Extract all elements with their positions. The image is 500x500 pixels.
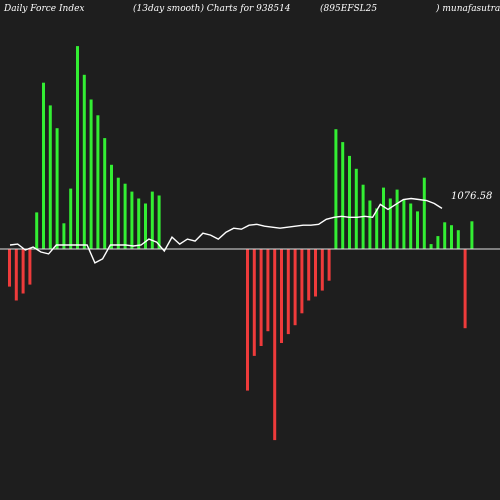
force-bar xyxy=(8,249,11,287)
force-bar xyxy=(320,249,324,291)
site-label: ) munafasutra.in xyxy=(435,3,500,14)
force-bar xyxy=(130,191,134,249)
force-bar xyxy=(144,203,147,249)
title-mid: (13day smooth) Charts for 938514 xyxy=(133,3,291,14)
force-bar xyxy=(123,183,127,249)
force-bar xyxy=(69,188,73,249)
force-bar xyxy=(42,82,45,249)
force-bar xyxy=(416,211,419,249)
force-bar xyxy=(341,142,345,249)
symbol-label: (895EFSL25 xyxy=(320,3,377,14)
force-bar xyxy=(110,164,113,249)
force-bar xyxy=(48,105,52,250)
force-bar xyxy=(21,249,25,294)
force-bar xyxy=(150,191,154,249)
force-bar xyxy=(382,187,385,249)
force-bar xyxy=(89,99,93,249)
force-bar xyxy=(55,128,59,249)
force-bar xyxy=(375,208,379,249)
force-bar xyxy=(259,249,263,346)
force-bar xyxy=(307,249,311,301)
force-bar xyxy=(314,249,317,297)
force-bar xyxy=(280,249,283,343)
force-bar xyxy=(35,212,39,249)
force-bar xyxy=(395,189,399,249)
force-bar xyxy=(76,46,79,249)
bars-group xyxy=(8,46,474,441)
force-bar xyxy=(429,244,433,250)
smooth-line xyxy=(9,197,443,264)
force-bar xyxy=(409,203,413,249)
force-bar xyxy=(327,249,331,281)
force-bar xyxy=(402,199,406,249)
force-bar xyxy=(266,249,270,332)
force-bar xyxy=(286,249,290,335)
force-bar xyxy=(436,236,440,249)
force-bar xyxy=(463,249,467,329)
force-bar xyxy=(103,138,107,249)
title-left: Daily Force Index xyxy=(3,4,85,14)
force-bar xyxy=(354,168,358,249)
force-bar xyxy=(456,230,460,249)
force-bar xyxy=(28,249,32,285)
force-bar xyxy=(82,74,86,249)
force-bar xyxy=(443,222,447,249)
force-bar xyxy=(157,195,161,249)
force-bar xyxy=(96,115,100,249)
force-bar xyxy=(470,221,474,249)
force-bar xyxy=(14,249,18,301)
force-bar xyxy=(300,249,304,314)
last-value-label: 1076.58 xyxy=(451,191,492,202)
force-bar xyxy=(273,249,277,441)
force-bar xyxy=(137,198,141,249)
force-bar xyxy=(246,249,249,391)
force-bar xyxy=(252,249,256,356)
force-bar xyxy=(334,129,338,249)
force-bar xyxy=(450,225,453,249)
force-bar xyxy=(348,155,351,249)
force-bar xyxy=(388,198,392,249)
force-bar xyxy=(62,223,66,249)
force-bar xyxy=(422,177,426,249)
force-bar xyxy=(293,249,297,326)
force-bar xyxy=(116,177,120,249)
force-bar xyxy=(368,200,372,249)
